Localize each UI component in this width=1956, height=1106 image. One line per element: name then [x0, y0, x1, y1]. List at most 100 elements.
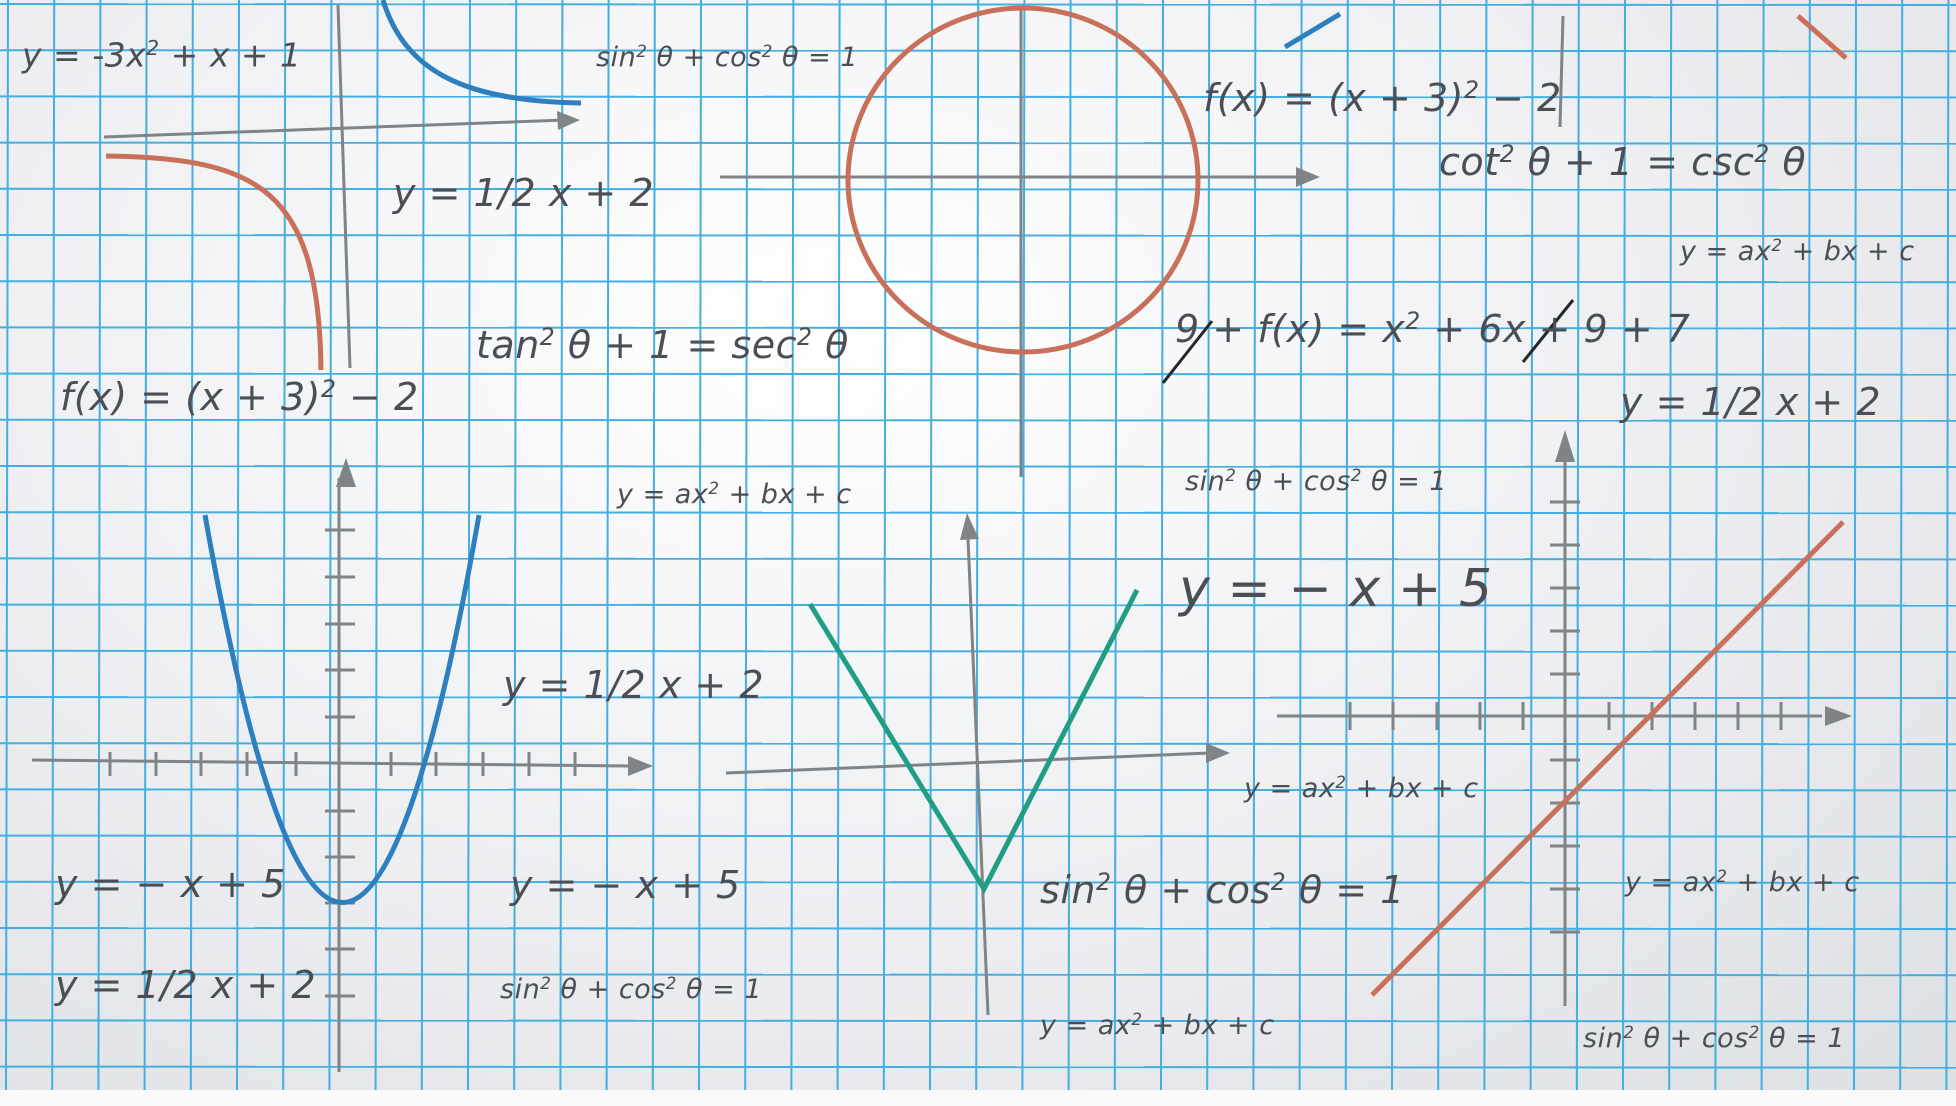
grid-line-vertical — [467, 0, 471, 1091]
equation-label: y = − x + 5 — [510, 863, 741, 907]
grid-line-vertical — [790, 0, 795, 1091]
grid-line-horizontal — [0, 834, 1956, 838]
hyperbola-graph — [103, 0, 582, 371]
equation-label: y = − x + 5 — [55, 862, 286, 906]
hyperbola-x-axis — [103, 118, 566, 139]
equation-label: f(x) = (x + 3)2 − 2 — [60, 375, 419, 419]
grid-line-vertical — [975, 0, 980, 1091]
circle-x-axis-arrow-icon — [1296, 167, 1320, 187]
equation-label: 9 + f(x) = x2 + 6x + 9 + 7 — [1175, 307, 1691, 351]
grid-line-vertical — [1483, 0, 1488, 1091]
grid-line-vertical — [513, 0, 518, 1091]
grid-line-horizontal — [0, 557, 1956, 561]
grid-line-vertical — [1529, 0, 1534, 1091]
grid-line-horizontal — [0, 511, 1956, 515]
grid-line-vertical — [5, 0, 9, 1091]
strike-mark-left — [1161, 320, 1214, 384]
grid-line-vertical — [836, 0, 841, 1091]
strike-mark-right — [1521, 299, 1575, 363]
equation-label: sin2 θ + cos2 θ = 1 — [1040, 868, 1405, 912]
grid-line-vertical — [1899, 0, 1904, 1091]
grid-line-vertical — [1945, 0, 1950, 1091]
grid-line-vertical — [559, 0, 564, 1091]
grid-line-vertical — [1668, 0, 1673, 1091]
equation-label: y = 1/2 x + 2 — [55, 963, 317, 1007]
grid-line-vertical — [1344, 0, 1349, 1091]
grid-line-horizontal — [0, 603, 1956, 607]
grid-line-vertical — [1853, 0, 1857, 1091]
v-curve — [807, 588, 1140, 895]
grid-line-vertical — [1252, 0, 1257, 1091]
grid-line-horizontal — [0, 234, 1956, 237]
absolute-value-graph — [725, 513, 1230, 1016]
hyperbola-branch-blue — [380, 0, 582, 106]
equation-label: y = ax2 + bx + c — [1625, 866, 1860, 899]
equation-label: y = 1/2 x + 2 — [1620, 380, 1882, 424]
grid-line-vertical — [1806, 0, 1811, 1091]
fragment-axis — [1558, 15, 1565, 128]
top-right-fragments — [1283, 11, 1848, 128]
grid-line-horizontal — [0, 3, 1956, 6]
grid-line-vertical — [1298, 0, 1303, 1091]
v-y-axis-arrow-icon — [960, 513, 979, 540]
equation-label: f(x) = (x + 3)2 − 2 — [1203, 76, 1562, 120]
grid-line-vertical — [1437, 0, 1442, 1091]
equation-label: sin2 θ + cos2 θ = 1 — [596, 41, 859, 74]
equation-label: sin2 θ + cos2 θ = 1 — [1185, 465, 1448, 498]
grid-line-horizontal — [0, 465, 1956, 468]
grid-line-vertical — [1160, 0, 1164, 1091]
grid-line-horizontal — [0, 49, 1956, 53]
parabola-graph — [31, 458, 653, 1072]
grid-line-vertical — [698, 0, 702, 1091]
grid-line-horizontal — [0, 696, 1956, 699]
grid-line-vertical — [1391, 0, 1395, 1091]
grid-line-horizontal — [0, 1065, 1956, 1069]
parabola-y-axis-arrow-icon — [336, 458, 356, 487]
grid-line-horizontal — [0, 326, 1956, 330]
grid-line-vertical — [651, 0, 656, 1091]
grid-line-vertical — [1206, 0, 1211, 1091]
hyperbola-x-axis-arrow-icon — [557, 111, 580, 130]
grid-line-vertical — [143, 0, 148, 1091]
equation-label: y = 1/2 x + 2 — [503, 663, 765, 707]
grid-line-vertical — [51, 0, 56, 1091]
grid-line-vertical — [328, 0, 333, 1091]
fragment-red-line — [1796, 14, 1848, 60]
grid-line-vertical — [189, 0, 194, 1091]
linear-ticks — [1348, 500, 1783, 934]
grid-line-horizontal — [0, 649, 1956, 653]
paper-edge — [0, 1090, 1956, 1106]
grid-line-vertical — [282, 0, 287, 1091]
grid-line-horizontal — [0, 372, 1956, 376]
grid-line-vertical — [744, 0, 749, 1091]
equation-label: y = − x + 5 — [1179, 559, 1493, 619]
equation-label: y = ax2 + bx + c — [1680, 235, 1915, 268]
v-y-axis — [966, 537, 990, 1016]
parabola-ticks — [108, 528, 577, 998]
grid-line-vertical — [1760, 0, 1765, 1091]
grid-line-horizontal — [0, 927, 1956, 930]
v-x-axis — [725, 751, 1211, 775]
grid-line-vertical — [1067, 0, 1072, 1091]
grid-line-vertical — [1622, 0, 1626, 1091]
grid-line-horizontal — [0, 95, 1956, 99]
equation-label: cot2 θ + 1 = csc2 θ — [1439, 140, 1807, 184]
grid-line-vertical — [1021, 0, 1026, 1091]
grid-line-vertical — [929, 0, 933, 1091]
grid-line-vertical — [1714, 0, 1719, 1091]
equation-label: y = ax2 + bx + c — [1244, 772, 1479, 805]
strike-marks — [1161, 299, 1575, 384]
grid-line-vertical — [882, 0, 887, 1091]
equation-label: y = ax2 + bx + c — [617, 478, 852, 511]
equation-label: y = ax2 + bx + c — [1040, 1009, 1275, 1042]
grid-line-vertical — [236, 0, 240, 1091]
hyperbola-branch-red — [105, 153, 324, 371]
equation-label: y = -3x2 + x + 1 — [22, 35, 302, 75]
grid-line-vertical — [1113, 0, 1118, 1091]
grid-line-horizontal — [0, 1019, 1956, 1023]
grid-line-horizontal — [0, 418, 1956, 422]
grid-line-horizontal — [0, 141, 1956, 145]
